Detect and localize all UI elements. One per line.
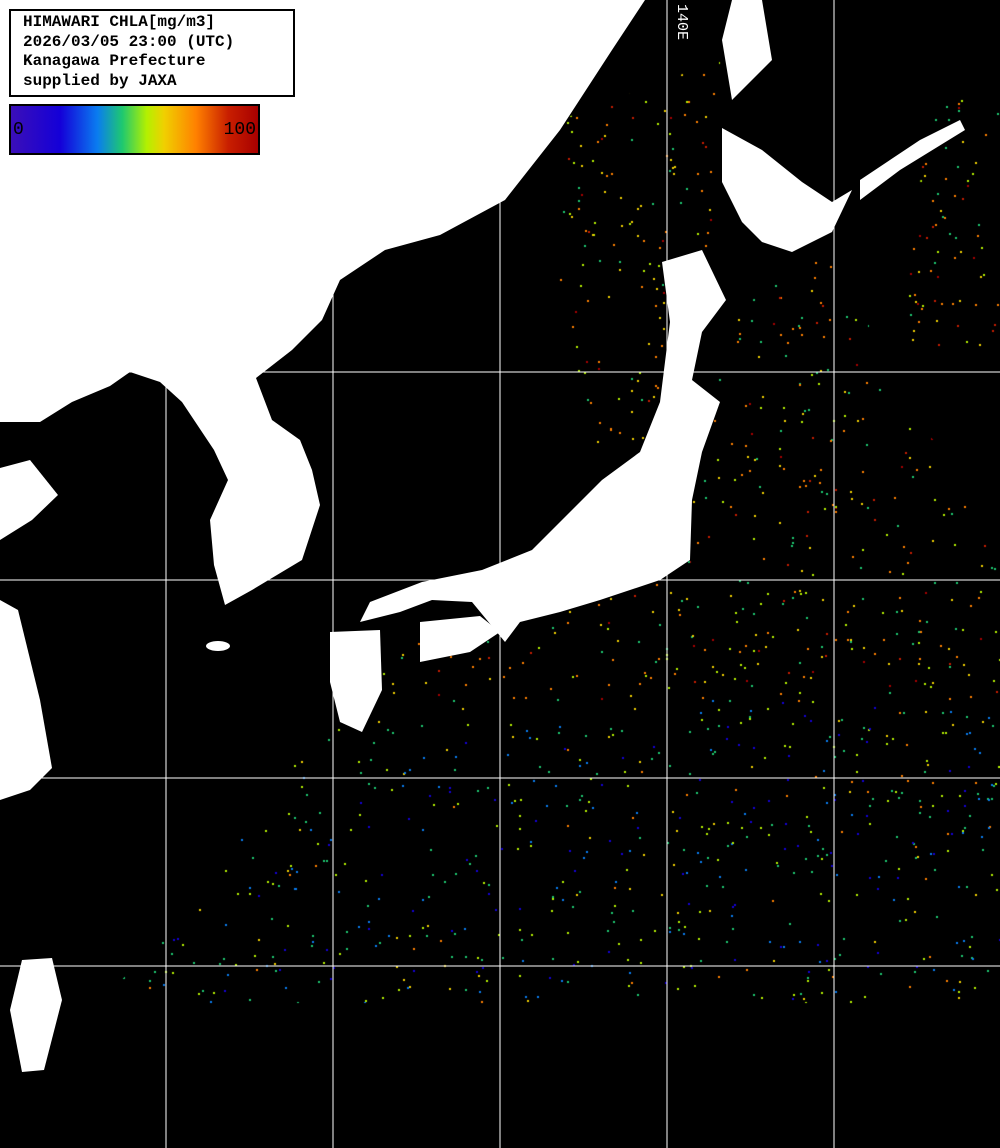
info-box: HIMAWARI CHLA[mg/m3] 2026/03/05 23:00 (U… bbox=[9, 9, 295, 97]
hokkaido bbox=[722, 128, 852, 252]
sakhalin bbox=[722, 0, 772, 100]
china-coast bbox=[0, 460, 58, 540]
map-title: HIMAWARI CHLA[mg/m3] bbox=[23, 13, 216, 31]
taiwan bbox=[10, 958, 62, 1072]
kyushu bbox=[330, 630, 382, 732]
lat-label-30n: 30N bbox=[14, 760, 42, 777]
shikoku bbox=[420, 616, 500, 662]
china-coast-south bbox=[0, 600, 52, 800]
honshu bbox=[360, 250, 726, 642]
colorbar-min: 0 bbox=[13, 120, 24, 140]
lat-label-40n: 40N bbox=[14, 352, 42, 369]
colorbar-legend: 0 100 bbox=[9, 104, 260, 155]
colorbar-max: 100 bbox=[223, 120, 256, 140]
map-region: Kanagawa Prefecture bbox=[23, 52, 206, 70]
kuril-area bbox=[860, 120, 965, 200]
island bbox=[206, 641, 230, 651]
map-datetime: 2026/03/05 23:00 (UTC) bbox=[23, 32, 235, 51]
map-credit: supplied by JAXA bbox=[23, 71, 177, 90]
lon-label-140e: 140E bbox=[673, 4, 690, 41]
island bbox=[400, 125, 428, 165]
